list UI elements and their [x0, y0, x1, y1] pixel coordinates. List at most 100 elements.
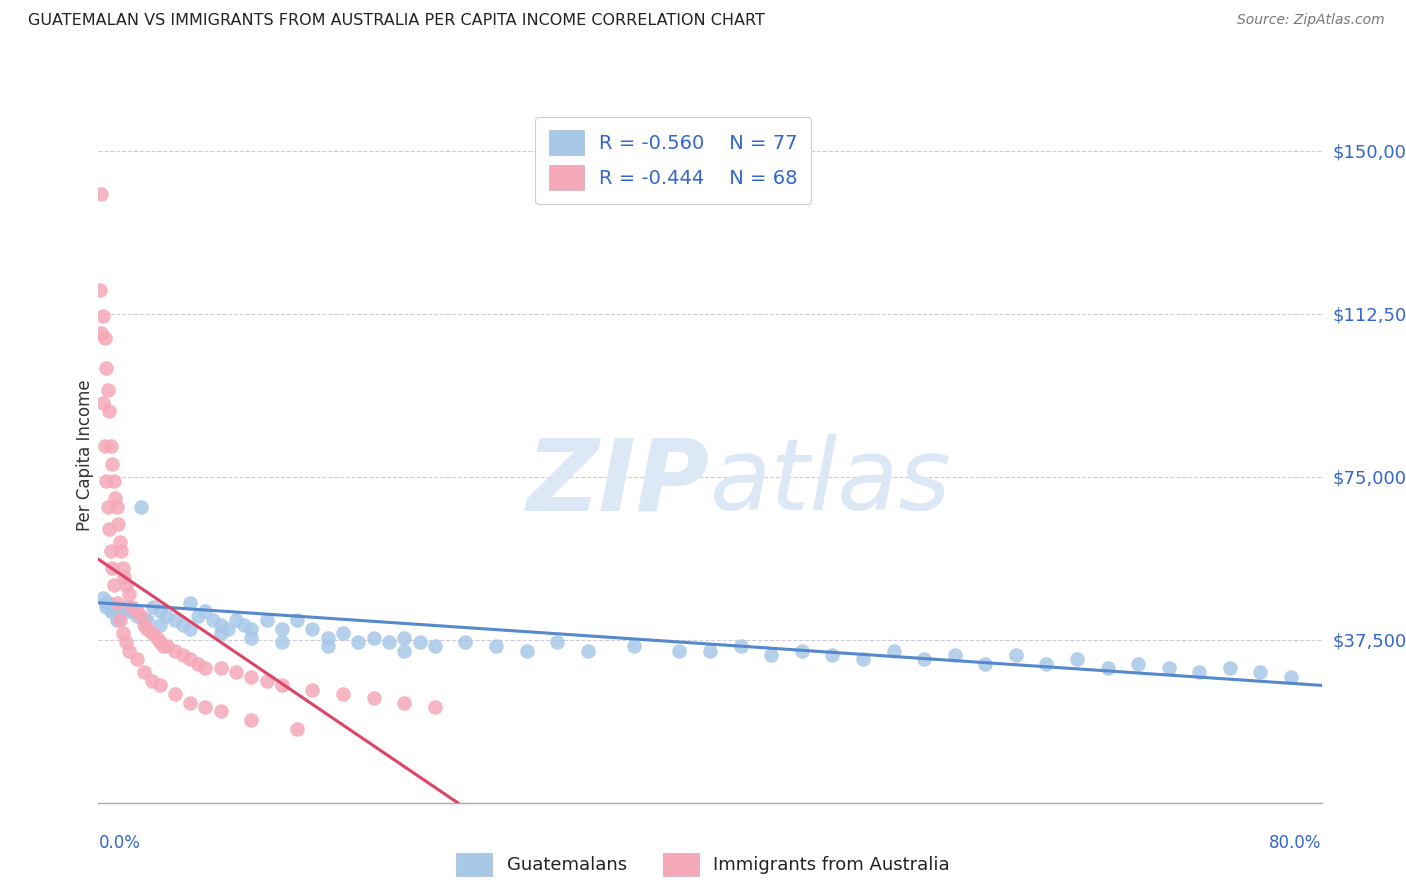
- Point: [149, 617, 172, 632]
- Point: [105, 613, 128, 627]
- Point: [94, 474, 117, 488]
- Point: [270, 678, 292, 692]
- Point: [1188, 665, 1211, 680]
- Point: [101, 605, 124, 619]
- Point: [270, 635, 292, 649]
- Point: [883, 643, 905, 657]
- Point: [172, 648, 194, 662]
- Point: [90, 187, 112, 202]
- Point: [232, 617, 254, 632]
- Point: [378, 635, 401, 649]
- Point: [209, 661, 232, 675]
- Point: [103, 474, 125, 488]
- Point: [142, 600, 165, 615]
- Text: ZIP: ZIP: [527, 434, 710, 532]
- Point: [423, 639, 446, 653]
- Point: [316, 631, 339, 645]
- Point: [115, 600, 138, 615]
- Point: [134, 665, 156, 680]
- Point: [179, 696, 201, 710]
- Point: [105, 596, 128, 610]
- Point: [101, 561, 124, 575]
- Point: [202, 613, 225, 627]
- Point: [1219, 661, 1241, 675]
- Point: [118, 587, 141, 601]
- Point: [105, 500, 128, 514]
- Point: [576, 643, 599, 657]
- Point: [912, 652, 935, 666]
- Point: [145, 631, 167, 645]
- Point: [225, 613, 247, 627]
- Point: [134, 613, 156, 627]
- Point: [149, 678, 172, 692]
- Point: [454, 635, 477, 649]
- Point: [179, 596, 201, 610]
- Point: [111, 561, 134, 575]
- Text: Source: ZipAtlas.com: Source: ZipAtlas.com: [1237, 13, 1385, 28]
- Text: 80.0%: 80.0%: [1270, 834, 1322, 852]
- Point: [623, 639, 645, 653]
- Point: [730, 639, 752, 653]
- Point: [256, 674, 278, 689]
- Point: [100, 605, 122, 619]
- Point: [163, 613, 186, 627]
- Y-axis label: Per Capita Income: Per Capita Income: [76, 379, 94, 531]
- Point: [363, 631, 385, 645]
- Point: [94, 600, 117, 615]
- Point: [301, 622, 323, 636]
- Point: [100, 439, 122, 453]
- Point: [110, 543, 132, 558]
- Point: [163, 687, 186, 701]
- Point: [125, 652, 148, 666]
- Point: [423, 700, 446, 714]
- Point: [125, 608, 148, 623]
- Point: [194, 661, 217, 675]
- Point: [179, 622, 201, 636]
- Legend: R = -0.560    N = 77, R = -0.444    N = 68: R = -0.560 N = 77, R = -0.444 N = 68: [536, 117, 811, 203]
- Point: [194, 700, 217, 714]
- Point: [1128, 657, 1150, 671]
- Point: [392, 631, 416, 645]
- Point: [759, 648, 782, 662]
- Point: [163, 643, 186, 657]
- Point: [94, 361, 117, 376]
- Point: [699, 643, 721, 657]
- Point: [93, 330, 115, 344]
- Point: [240, 622, 263, 636]
- Point: [179, 652, 201, 666]
- Point: [115, 635, 138, 649]
- Point: [112, 570, 135, 584]
- Point: [240, 670, 263, 684]
- Point: [104, 491, 127, 506]
- Text: GUATEMALAN VS IMMIGRANTS FROM AUSTRALIA PER CAPITA INCOME CORRELATION CHART: GUATEMALAN VS IMMIGRANTS FROM AUSTRALIA …: [28, 13, 765, 29]
- Point: [1249, 665, 1271, 680]
- Point: [103, 578, 125, 592]
- Point: [89, 283, 111, 297]
- Point: [108, 613, 131, 627]
- Point: [516, 643, 538, 657]
- Point: [1035, 657, 1057, 671]
- Point: [790, 643, 813, 657]
- Point: [121, 600, 143, 615]
- Text: 0.0%: 0.0%: [98, 834, 141, 852]
- Point: [240, 713, 263, 727]
- Point: [149, 605, 172, 619]
- Point: [1066, 652, 1088, 666]
- Point: [332, 626, 354, 640]
- Point: [392, 696, 416, 710]
- Point: [97, 383, 120, 397]
- Point: [141, 674, 163, 689]
- Point: [347, 635, 370, 649]
- Point: [110, 605, 132, 619]
- Point: [152, 639, 174, 653]
- Point: [270, 622, 292, 636]
- Point: [1097, 661, 1119, 675]
- Point: [90, 326, 112, 341]
- Point: [97, 500, 120, 514]
- Point: [91, 396, 114, 410]
- Point: [852, 652, 875, 666]
- Text: atlas: atlas: [710, 434, 952, 532]
- Point: [225, 665, 247, 680]
- Point: [107, 608, 129, 623]
- Point: [156, 639, 179, 653]
